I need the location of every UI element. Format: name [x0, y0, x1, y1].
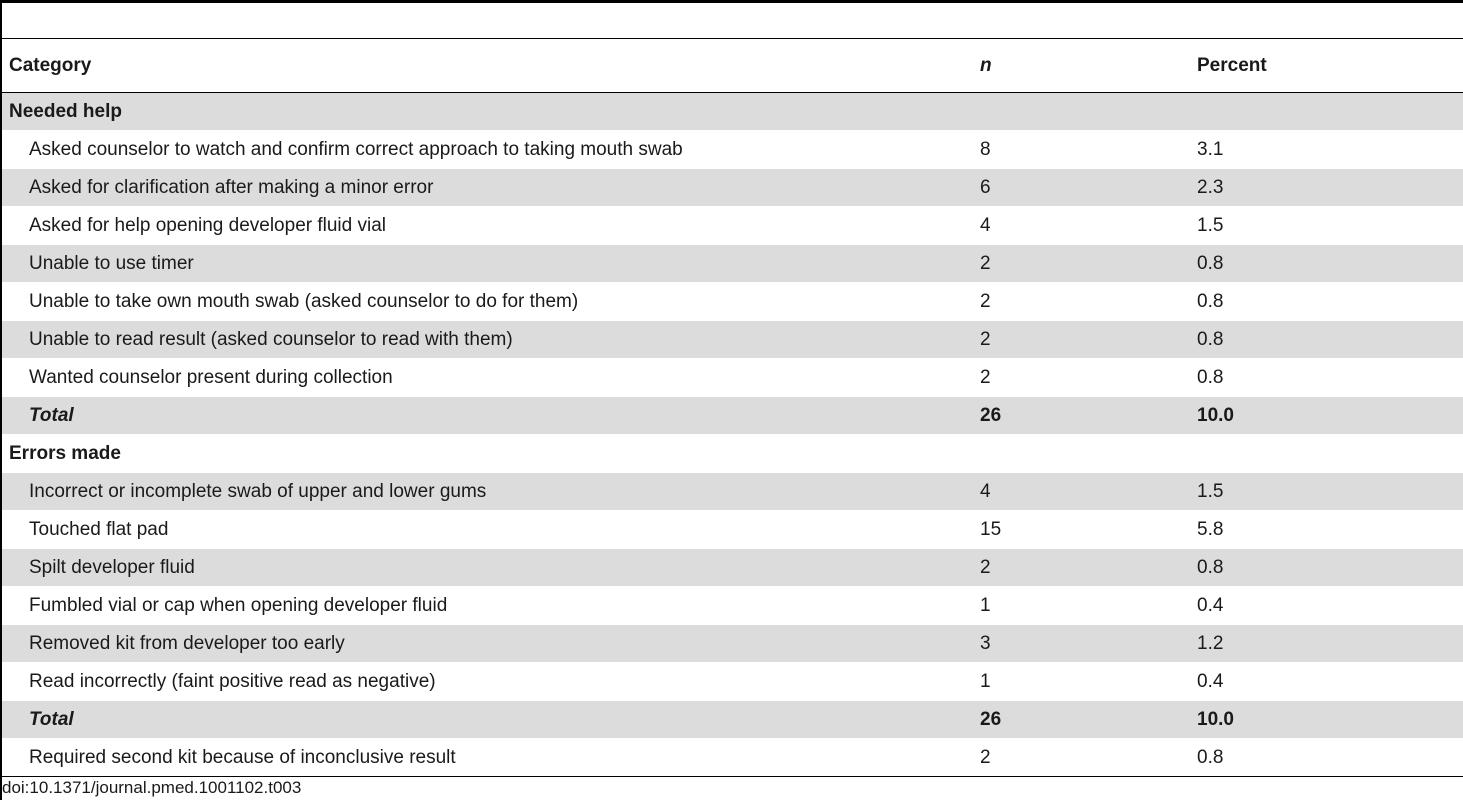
row-n: 1 — [980, 662, 1197, 701]
section-title: Needed help — [2, 92, 980, 131]
row-percent: 0.8 — [1197, 320, 1463, 359]
row-category: Asked for clarification after making a m… — [2, 168, 980, 207]
table-row: Unable to use timer 2 0.8 — [2, 244, 1463, 283]
data-table: Category n Percent Needed help Asked cou… — [2, 38, 1463, 777]
total-label: Total — [2, 396, 980, 435]
doi-footnote: doi:10.1371/journal.pmed.1001102.t003 — [2, 778, 302, 797]
row-percent: 1.2 — [1197, 624, 1463, 663]
row-category: Incorrect or incomplete swab of upper an… — [2, 472, 980, 511]
table-row: Asked for help opening developer fluid v… — [2, 206, 1463, 245]
top-rule — [0, 0, 1463, 3]
table-row-final: Required second kit because of inconclus… — [2, 738, 1463, 777]
row-percent: 0.4 — [1197, 586, 1463, 625]
row-category: Fumbled vial or cap when opening develop… — [2, 586, 980, 625]
total-percent: 10.0 — [1197, 396, 1463, 435]
row-n: 2 — [980, 282, 1197, 321]
total-label: Total — [2, 700, 980, 739]
row-n: 2 — [980, 358, 1197, 397]
section-title: Errors made — [2, 434, 980, 473]
table-row: Incorrect or incomplete swab of upper an… — [2, 472, 1463, 511]
row-percent: 0.8 — [1197, 358, 1463, 397]
row-n: 4 — [980, 472, 1197, 511]
row-category: Touched flat pad — [2, 510, 980, 549]
row-category: Asked counselor to watch and confirm cor… — [2, 130, 980, 169]
row-percent: 0.8 — [1197, 548, 1463, 587]
total-n: 26 — [980, 396, 1197, 435]
row-percent: 1.5 — [1197, 206, 1463, 245]
row-n: 3 — [980, 624, 1197, 663]
row-category: Wanted counselor present during collecti… — [2, 358, 980, 397]
row-n: 15 — [980, 510, 1197, 549]
row-n: 2 — [980, 244, 1197, 283]
row-n: 4 — [980, 206, 1197, 245]
row-percent: 0.8 — [1197, 282, 1463, 321]
total-n: 26 — [980, 700, 1197, 739]
row-category: Unable to use timer — [2, 244, 980, 283]
table-row: Asked for clarification after making a m… — [2, 168, 1463, 207]
row-category: Spilt developer fluid — [2, 548, 980, 587]
row-n: 1 — [980, 586, 1197, 625]
row-percent: 5.8 — [1197, 510, 1463, 549]
section-row-needed-help: Needed help — [2, 92, 1463, 131]
row-percent: 3.1 — [1197, 130, 1463, 169]
row-percent: 2.3 — [1197, 168, 1463, 207]
row-n: 2 — [980, 548, 1197, 587]
total-row: Total 26 10.0 — [2, 396, 1463, 435]
row-category: Required second kit because of inconclus… — [2, 738, 980, 777]
header-row: Category n Percent — [2, 38, 1463, 93]
row-n: 8 — [980, 130, 1197, 169]
total-percent: 10.0 — [1197, 700, 1463, 739]
table-row: Unable to take own mouth swab (asked cou… — [2, 282, 1463, 321]
row-category: Asked for help opening developer fluid v… — [2, 206, 980, 245]
table-row: Touched flat pad 15 5.8 — [2, 510, 1463, 549]
table-row: Asked counselor to watch and confirm cor… — [2, 130, 1463, 169]
header-percent: Percent — [1197, 38, 1463, 93]
row-percent: 0.4 — [1197, 662, 1463, 701]
table-row: Unable to read result (asked counselor t… — [2, 320, 1463, 359]
table-row: Spilt developer fluid 2 0.8 — [2, 548, 1463, 587]
section-row-errors-made: Errors made — [2, 434, 1463, 473]
row-percent: 0.8 — [1197, 244, 1463, 283]
table-row: Wanted counselor present during collecti… — [2, 358, 1463, 397]
table-row: Removed kit from developer too early 3 1… — [2, 624, 1463, 663]
header-n: n — [980, 38, 1197, 93]
row-n: 2 — [980, 320, 1197, 359]
row-category: Unable to read result (asked counselor t… — [2, 320, 980, 359]
row-category: Removed kit from developer too early — [2, 624, 980, 663]
table-row: Read incorrectly (faint positive read as… — [2, 662, 1463, 701]
row-percent: 0.8 — [1197, 738, 1463, 777]
row-n: 6 — [980, 168, 1197, 207]
row-category: Unable to take own mouth swab (asked cou… — [2, 282, 980, 321]
row-percent: 1.5 — [1197, 472, 1463, 511]
table-container: Category n Percent Needed help Asked cou… — [2, 38, 1463, 777]
total-row: Total 26 10.0 — [2, 700, 1463, 739]
left-rule — [0, 0, 2, 800]
row-n: 2 — [980, 738, 1197, 777]
header-category: Category — [2, 38, 980, 93]
table-row: Fumbled vial or cap when opening develop… — [2, 586, 1463, 625]
row-category: Read incorrectly (faint positive read as… — [2, 662, 980, 701]
